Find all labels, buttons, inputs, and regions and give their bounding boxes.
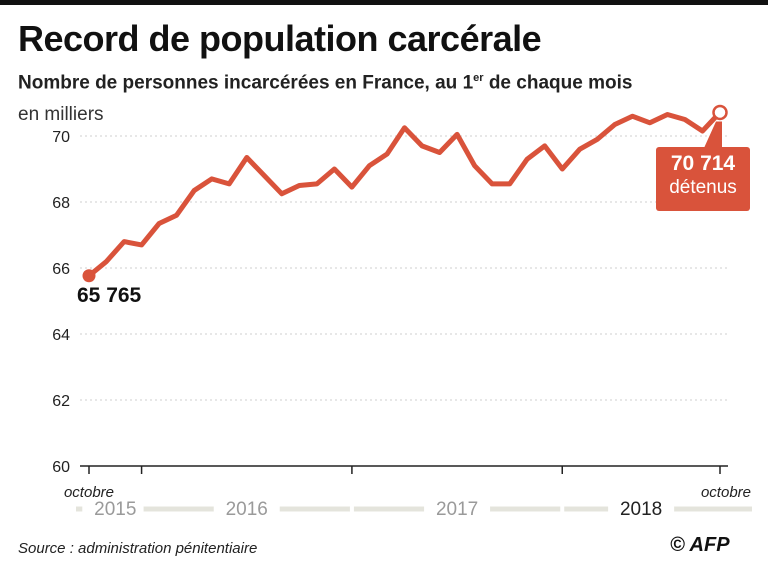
end-value-label: 70 714 [670, 152, 736, 175]
subtitle-text: Nombre de personnes incarcérées en Franc… [18, 72, 474, 94]
x-end-label: octobre [701, 484, 751, 501]
year-label-bg [608, 497, 675, 521]
year-label: 2016 [226, 499, 268, 520]
afp-logo: © AFP [670, 534, 730, 556]
start-point [82, 269, 96, 283]
y-tick-label: 62 [52, 393, 70, 410]
year-label: 2017 [436, 499, 478, 520]
year-label-bg [424, 497, 491, 521]
chart-title: Record de population carcérale [18, 18, 542, 59]
top-rule [0, 0, 768, 5]
end-value-callout: 70 714 détenus [656, 147, 750, 211]
year-label-bg [213, 497, 280, 521]
source-note: Source : administration pénitentiaire [18, 540, 258, 557]
end-unit-label: détenus [669, 177, 737, 198]
y-tick-label: 64 [52, 327, 70, 344]
y-tick-label: 60 [52, 459, 70, 476]
y-tick-label: 68 [52, 195, 70, 212]
chart-subtitle: Nombre de personnes incarcérées en Franc… [18, 72, 632, 94]
y-tick-label: 70 [52, 129, 70, 146]
year-label: 2015 [94, 499, 136, 520]
end-point [712, 104, 728, 121]
subtitle-superscript: er [473, 72, 484, 84]
year-label-bg [82, 497, 149, 521]
series-line [86, 109, 723, 279]
start-value-label: 65 765 [77, 284, 142, 307]
x-start-label: octobre [64, 484, 114, 501]
y-tick-label: 66 [52, 261, 70, 278]
subtitle-text-end: de chaque mois [483, 72, 633, 94]
callout-pointer [704, 121, 722, 148]
year-label: 2018 [620, 499, 662, 520]
unit-label: en milliers [18, 104, 104, 125]
